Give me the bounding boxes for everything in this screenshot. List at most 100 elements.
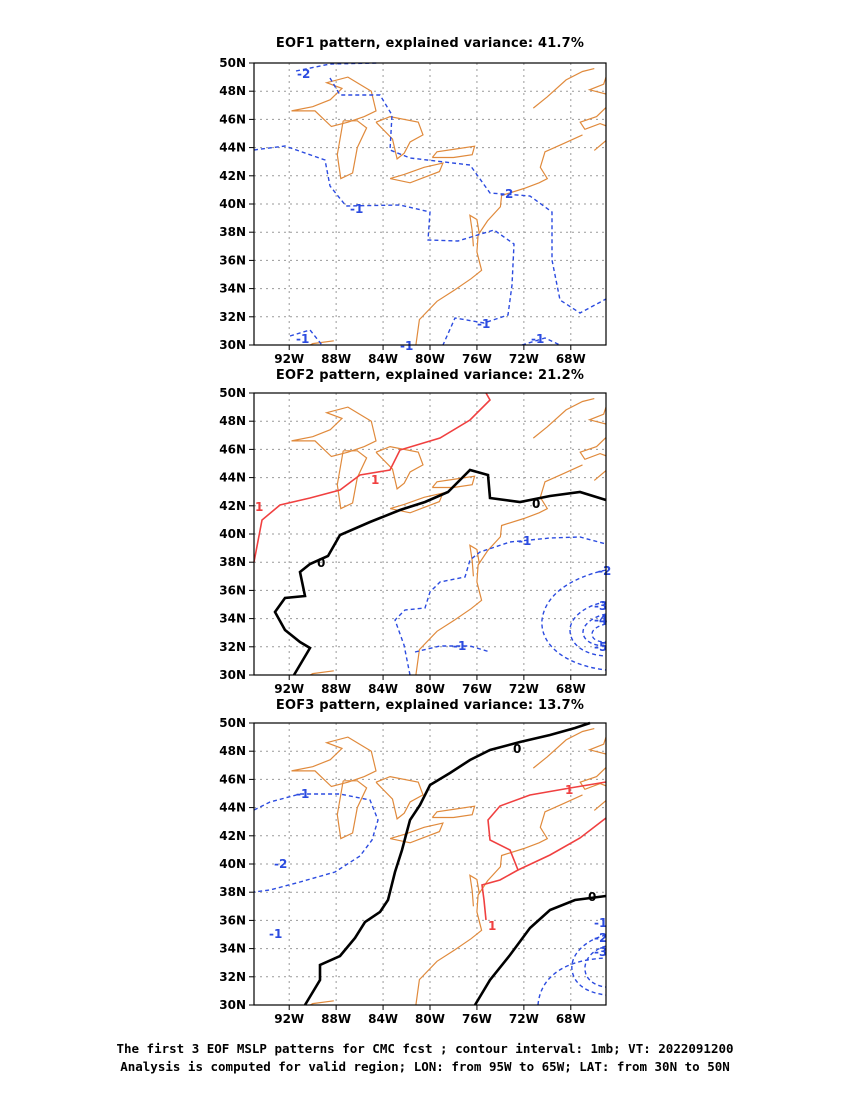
eof2-lon-tick-label: 92W <box>274 682 304 696</box>
eof3-lat-tick-label: 36N <box>219 913 246 927</box>
eof2-contour-label: -2 <box>598 564 611 578</box>
eof2-contour-label: 1 <box>371 473 379 487</box>
eof2-coastline <box>291 406 377 458</box>
eof3-coastline <box>469 874 480 907</box>
eof2-lat-tick-label: 38N <box>219 555 246 569</box>
eof1-coastline <box>415 134 583 345</box>
eof2-lat-tick-label: 46N <box>219 442 246 456</box>
eof2-panel: EOF2 pattern, explained variance: 21.2% … <box>0 330 850 696</box>
eof2-contour-label: -3 <box>594 599 607 613</box>
eof1-lat-tick-label: 42N <box>219 169 246 183</box>
eof3-grid <box>254 723 606 1005</box>
eof2-ticks: 50N 48N 46N 44N 42N 40N 38N 36N 34N 32N 30N 92W 88W 8… <box>219 386 586 696</box>
eof2-lon-tick-label: 72W <box>509 682 539 696</box>
eof1-lat-tick-label: 46N <box>219 112 246 126</box>
eof3-contour-label: -3 <box>594 945 607 959</box>
eof2-contour-neg1 <box>394 536 607 676</box>
eof2-lat-tick-label: 36N <box>219 583 246 597</box>
eof1-contour-neg2-east <box>329 77 607 314</box>
eof2-lon-tick-label: 88W <box>321 682 351 696</box>
eof2-lat-tick-label: 40N <box>219 527 246 541</box>
eof1-coastline <box>431 145 476 159</box>
eof2-contour-neg1-south <box>414 645 491 653</box>
eof1-lon-tick-label: 80W <box>415 352 445 366</box>
eof2-coastlines <box>259 398 606 675</box>
eof3-coastlines <box>259 728 606 1005</box>
caption-line-2: Analysis is computed for valid region; L… <box>120 1059 730 1074</box>
eof2-title: EOF2 pattern, explained variance: 21.2% <box>275 368 585 383</box>
eof1-grid <box>254 63 606 345</box>
eof1-contour-neg1 <box>253 145 515 346</box>
eof2-lat-tick-label: 50N <box>219 386 246 400</box>
figure-caption: The first 3 EOF MSLP patterns for CMC fc… <box>0 1040 850 1076</box>
eof3-ticks: 50N 48N 46N 44N 42N 40N 38N 36N 34N 32N 30N 92W 88W 8… <box>219 716 586 1026</box>
eof2-contour-neg5 <box>591 623 607 643</box>
eof1-lat-tick-label: 34N <box>219 282 246 296</box>
eof3-lat-tick-label: 30N <box>219 998 246 1012</box>
eof1-lon-tick-label: 72W <box>509 352 539 366</box>
eof3-coastline <box>336 780 368 840</box>
eof1-contour-label: -1 <box>400 339 413 353</box>
caption-line-1: The first 3 EOF MSLP patterns for CMC fc… <box>116 1041 734 1056</box>
eof3-lon-tick-label: 92W <box>274 1012 304 1026</box>
eof2-contour-zero <box>273 468 607 676</box>
eof3-coastline <box>375 775 424 820</box>
eof3-title: EOF3 pattern, explained variance: 13.7% <box>275 698 585 713</box>
eof3-lon-tick-label: 72W <box>509 1012 539 1026</box>
eof1-coastlines <box>259 68 606 345</box>
eof3-coastline <box>259 1000 334 1005</box>
eof3-contour-pos1 <box>481 781 607 921</box>
eof3-lon-tick-label: 84W <box>368 1012 398 1026</box>
eof1-title: EOF1 pattern, explained variance: 41.7% <box>275 36 585 51</box>
eof1-lat-tick-label: 48N <box>219 84 246 98</box>
eof1-coastline <box>336 120 368 180</box>
eof3-map: 50N 48N 46N 44N 42N 40N 38N 36N 34N 32N 30N 92W 88W 8… <box>219 716 607 1026</box>
eof3-contour-label: -1 <box>594 916 607 930</box>
eof3-contour-neg2 <box>571 934 607 996</box>
eof1-lat-tick-label: 32N <box>219 310 246 324</box>
eof3-contour-neg1-east <box>537 957 607 1006</box>
eof1-lon-tick-label: 76W <box>462 352 492 366</box>
eof2-coastline <box>532 398 595 439</box>
eof2-lat-tick-label: 44N <box>219 471 246 485</box>
eof2-contour-label: -1 <box>518 534 531 548</box>
eof1-coastline <box>469 214 480 247</box>
eof2-contour-label: -5 <box>594 640 607 654</box>
eof2-frame <box>253 392 607 676</box>
eof1-contour-label: -1 <box>296 332 309 346</box>
eof3-lat-tick-label: 44N <box>219 801 246 815</box>
eof1-contour-neg1-se <box>521 337 561 346</box>
eof1-frame <box>253 62 607 346</box>
eof3-coastline <box>415 794 583 1005</box>
eof3-contour-zero-west <box>303 721 591 1006</box>
eof1-ticks: 50N 48N 46N 44N 42N 40N 38N 36N 34N 32N 30N 92W 88W 8… <box>219 56 586 366</box>
eof3-lon-tick-label: 68W <box>556 1012 586 1026</box>
eof2-lat-tick-label: 30N <box>219 668 246 682</box>
eof3-contours <box>253 721 607 1006</box>
eof3-contour-zero-east <box>473 894 607 1006</box>
eof1-lat-tick-label: 40N <box>219 197 246 211</box>
eof1-lon-tick-label: 88W <box>321 352 351 366</box>
eof1-lon-tick-label: 84W <box>368 352 398 366</box>
eof3-lat-tick-label: 42N <box>219 829 246 843</box>
eof3-contour-label: 0 <box>513 742 521 756</box>
eof3-lon-tick-label: 76W <box>462 1012 492 1026</box>
eof1-lat-tick-label: 44N <box>219 141 246 155</box>
eof3-contour-label: 1 <box>565 783 573 797</box>
eof1-map: 50N 48N 46N 44N 42N 40N 38N 36N 34N 32N 30N 92W 88W 8… <box>219 56 607 366</box>
eof3-contour-label: -1 <box>296 787 309 801</box>
eof2-contour-label: 1 <box>255 500 263 514</box>
eof3-lat-tick-label: 50N <box>219 716 246 730</box>
eof2-lat-tick-label: 34N <box>219 612 246 626</box>
eof3-coastline <box>431 805 476 819</box>
eof3-coastline <box>579 736 606 811</box>
eof3-lon-tick-label: 88W <box>321 1012 351 1026</box>
eof2-coastline <box>259 670 334 675</box>
eof1-lon-tick-label: 68W <box>556 352 586 366</box>
eof1-lat-tick-label: 36N <box>219 253 246 267</box>
eof2-grid <box>254 393 606 675</box>
eof1-coastline <box>291 76 377 128</box>
eof3-lat-tick-label: 48N <box>219 744 246 758</box>
eof2-contour-neg4 <box>582 613 607 647</box>
eof3-coastline <box>532 728 595 769</box>
